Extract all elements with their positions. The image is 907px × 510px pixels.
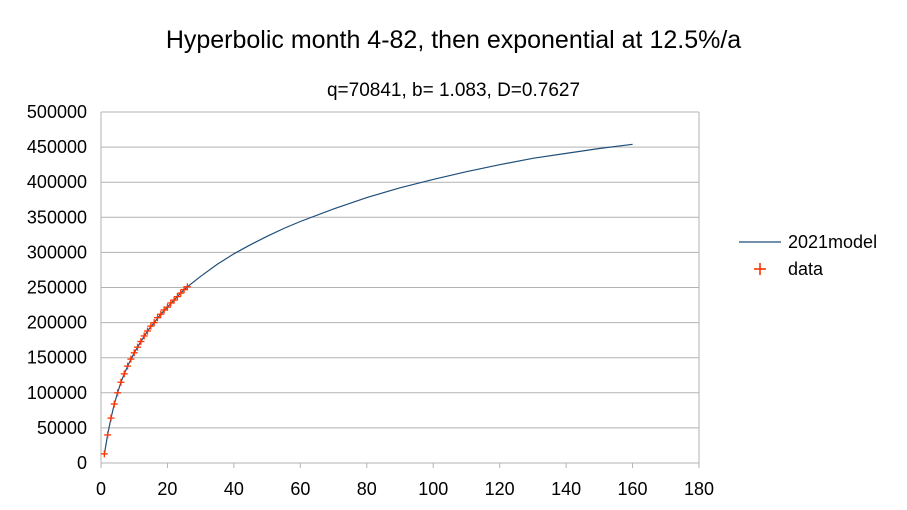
x-tick-label: 80 <box>357 479 377 499</box>
data-point <box>127 355 135 363</box>
data-point <box>104 431 112 439</box>
data-point <box>107 414 115 422</box>
data-point <box>130 349 138 357</box>
data-point <box>140 332 148 340</box>
y-tick-label: 300000 <box>27 242 87 262</box>
y-tick-label: 350000 <box>27 207 87 227</box>
x-tick-label: 40 <box>224 479 244 499</box>
y-tick-label: 500000 <box>27 102 87 122</box>
y-tick-label: 250000 <box>27 278 87 298</box>
y-tick-label: 150000 <box>27 348 87 368</box>
y-tick-label: 400000 <box>27 172 87 192</box>
legend-label: 2021model <box>788 232 877 252</box>
data-point <box>134 343 142 351</box>
data-point <box>157 310 165 318</box>
data-point <box>124 362 132 370</box>
chart-title: Hyperbolic month 4-82, then exponential … <box>165 26 742 54</box>
x-tick-label: 180 <box>684 479 714 499</box>
data-point <box>170 296 178 304</box>
y-tick-label: 100000 <box>27 383 87 403</box>
x-tick-label: 20 <box>157 479 177 499</box>
data-point <box>177 289 185 297</box>
data-point <box>173 293 181 301</box>
y-tick-label: 50000 <box>37 418 87 438</box>
x-tick-label: 60 <box>290 479 310 499</box>
data-point <box>120 370 128 378</box>
series-line-2021model <box>103 143 633 455</box>
x-tick-label: 140 <box>551 479 581 499</box>
y-tick-label: 200000 <box>27 313 87 333</box>
data-point <box>150 319 158 327</box>
data-point <box>144 327 152 335</box>
chart-subtitle: q=70841, b= 1.083, D=0.7627 <box>326 80 581 101</box>
data-point <box>153 314 161 322</box>
legend-label: data <box>788 259 824 279</box>
x-tick-label: 160 <box>618 479 648 499</box>
y-tick-label: 450000 <box>27 137 87 157</box>
data-point <box>117 378 125 386</box>
data-point <box>137 338 145 346</box>
x-tick-label: 0 <box>96 479 106 499</box>
data-point <box>100 450 108 458</box>
x-tick-label: 100 <box>418 479 448 499</box>
data-point <box>110 400 118 408</box>
data-point <box>163 303 171 311</box>
data-point <box>183 283 191 291</box>
x-tick-label: 120 <box>485 479 515 499</box>
data-point <box>147 322 155 330</box>
y-tick-label: 0 <box>77 453 87 473</box>
data-point <box>114 389 122 397</box>
